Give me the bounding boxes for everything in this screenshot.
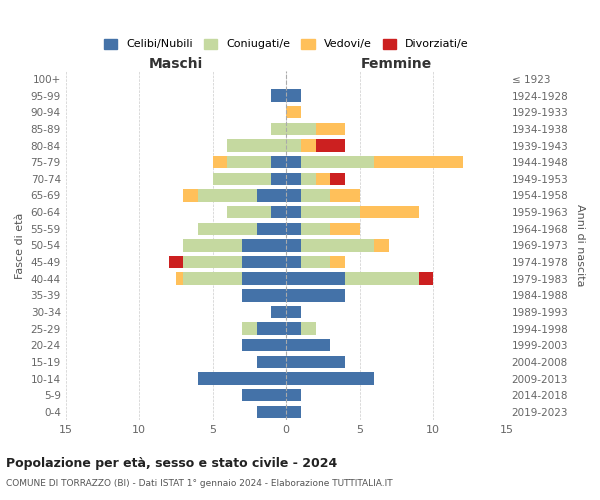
Bar — [419, 272, 433, 285]
Bar — [286, 172, 301, 185]
Bar — [183, 272, 242, 285]
Bar — [374, 239, 389, 252]
Bar — [286, 206, 301, 218]
Bar — [301, 322, 316, 335]
Bar — [176, 272, 183, 285]
Bar — [242, 322, 257, 335]
Bar — [374, 156, 463, 168]
Bar — [316, 122, 345, 135]
Bar — [271, 90, 286, 102]
Bar — [345, 272, 419, 285]
Bar — [183, 256, 242, 268]
Bar — [301, 172, 316, 185]
Bar — [257, 322, 286, 335]
Bar — [257, 356, 286, 368]
Bar — [301, 189, 331, 202]
Bar — [286, 406, 301, 418]
Y-axis label: Anni di nascita: Anni di nascita — [575, 204, 585, 286]
Bar — [271, 172, 286, 185]
Text: COMUNE DI TORRAZZO (BI) - Dati ISTAT 1° gennaio 2024 - Elaborazione TUTTITALIA.I: COMUNE DI TORRAZZO (BI) - Dati ISTAT 1° … — [6, 479, 392, 488]
Bar — [286, 256, 301, 268]
Bar — [212, 172, 271, 185]
Bar — [286, 156, 301, 168]
Bar — [242, 256, 286, 268]
Bar — [316, 140, 345, 152]
Bar — [242, 389, 286, 402]
Bar — [286, 90, 301, 102]
Bar — [169, 256, 183, 268]
Text: Femmine: Femmine — [361, 56, 432, 70]
Bar — [286, 339, 331, 351]
Bar — [331, 222, 360, 235]
Bar — [271, 206, 286, 218]
Bar — [286, 239, 301, 252]
Bar — [271, 122, 286, 135]
Bar — [183, 189, 198, 202]
Bar — [286, 189, 301, 202]
Bar — [183, 239, 242, 252]
Bar — [331, 189, 360, 202]
Bar — [257, 189, 286, 202]
Bar — [286, 372, 374, 385]
Bar — [301, 156, 374, 168]
Bar — [301, 239, 374, 252]
Bar — [286, 389, 301, 402]
Bar — [286, 106, 301, 118]
Y-axis label: Fasce di età: Fasce di età — [15, 212, 25, 278]
Bar — [271, 156, 286, 168]
Bar — [286, 322, 301, 335]
Bar — [227, 206, 271, 218]
Bar — [286, 306, 301, 318]
Bar — [198, 222, 257, 235]
Bar — [227, 140, 286, 152]
Bar — [286, 356, 345, 368]
Bar — [242, 339, 286, 351]
Text: Popolazione per età, sesso e stato civile - 2024: Popolazione per età, sesso e stato civil… — [6, 458, 337, 470]
Bar — [331, 172, 345, 185]
Bar — [316, 172, 331, 185]
Bar — [242, 289, 286, 302]
Bar — [286, 222, 301, 235]
Bar — [212, 156, 227, 168]
Bar — [227, 156, 271, 168]
Bar — [360, 206, 419, 218]
Bar — [301, 140, 316, 152]
Bar — [242, 239, 286, 252]
Text: Maschi: Maschi — [149, 56, 203, 70]
Bar — [271, 306, 286, 318]
Bar — [286, 272, 345, 285]
Bar — [301, 256, 331, 268]
Bar — [301, 222, 331, 235]
Bar — [301, 206, 360, 218]
Bar — [286, 289, 345, 302]
Bar — [198, 372, 286, 385]
Bar — [331, 256, 345, 268]
Bar — [257, 406, 286, 418]
Bar — [242, 272, 286, 285]
Bar — [286, 122, 316, 135]
Legend: Celibi/Nubili, Coniugati/e, Vedovi/e, Divorziati/e: Celibi/Nubili, Coniugati/e, Vedovi/e, Di… — [100, 34, 473, 54]
Bar — [286, 140, 301, 152]
Bar — [257, 222, 286, 235]
Bar — [198, 189, 257, 202]
